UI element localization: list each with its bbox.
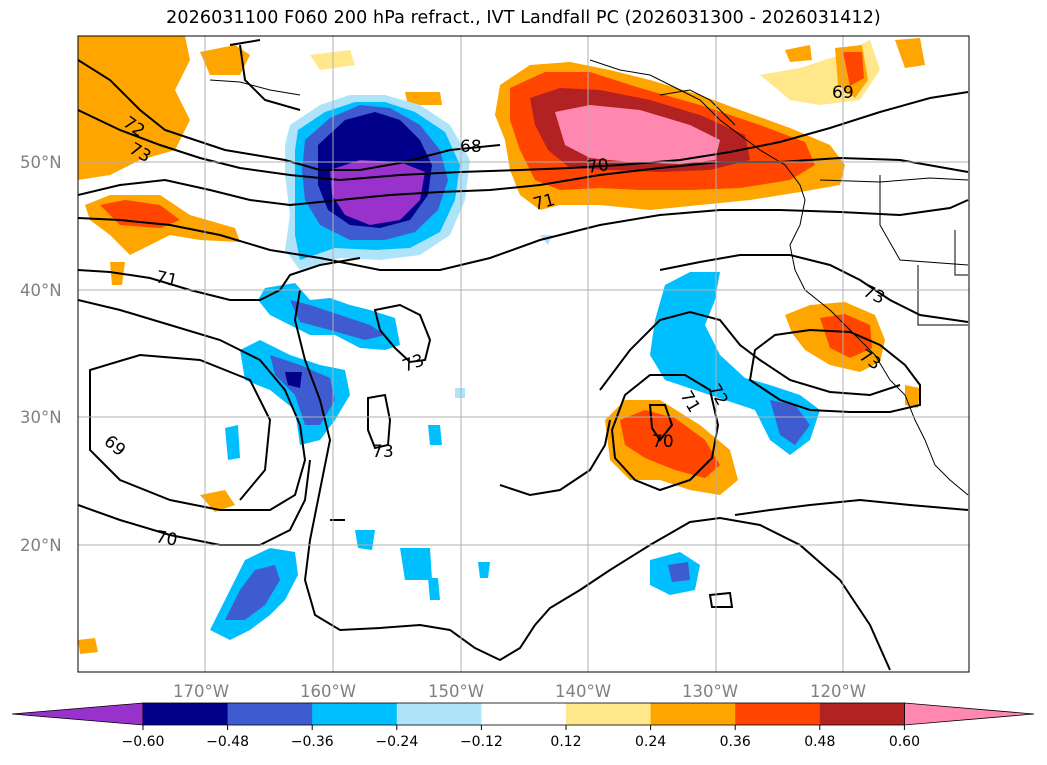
colorbar-tick-label: −0.12 — [460, 734, 503, 750]
colorbar-segment — [735, 703, 821, 725]
contour-label: 71 — [154, 267, 179, 291]
colorbar-segment — [143, 703, 229, 725]
colorbar-segment — [566, 703, 652, 725]
colorbar-tick-label: 0.48 — [804, 734, 835, 750]
colorbar-segment — [227, 703, 313, 725]
contour-label: 73 — [372, 442, 394, 462]
contour-label: 70 — [154, 527, 179, 550]
lon-label: 170°W — [173, 682, 229, 701]
colorbar-extend-max — [904, 702, 1035, 726]
colorbar-tick-label: 0.24 — [635, 734, 666, 750]
colorbar-extend-min — [11, 702, 144, 726]
map-frame — [77, 35, 970, 673]
colorbar-tick-label: −0.36 — [291, 734, 334, 750]
colorbar-segment — [481, 703, 567, 725]
latitude-labels: 50°N 40°N 30°N 20°N — [20, 153, 62, 555]
colorbar-tick-label: 0.36 — [720, 734, 751, 750]
colorbar-segment — [650, 703, 736, 725]
lat-label: 40°N — [20, 281, 62, 300]
colorbar-segment — [819, 703, 905, 725]
contour-label: 70 — [652, 432, 674, 452]
colorbar-tick-label: −0.60 — [122, 734, 165, 750]
contour-label: 68 — [460, 137, 482, 157]
lat-label: 30°N — [20, 408, 62, 427]
lon-label: 150°W — [428, 682, 484, 701]
lon-label: 120°W — [810, 682, 866, 701]
lat-label: 50°N — [20, 153, 62, 172]
lon-label: 140°W — [555, 682, 611, 701]
colorbar-tick-label: −0.24 — [375, 734, 418, 750]
lat-label: 20°N — [20, 536, 62, 555]
colorbar-tick-label: 0.12 — [550, 734, 581, 750]
contour-label: 69 — [832, 83, 854, 103]
negative-anomaly-fill — [210, 95, 820, 640]
colorbar-tick-label: −0.48 — [206, 734, 249, 750]
longitude-labels: 170°W 160°W 150°W 140°W 130°W 120°W — [173, 682, 866, 701]
colorbar-segment — [396, 703, 482, 725]
map-title: 2026031100 F060 200 hPa refract., IVT La… — [166, 8, 881, 28]
lon-label: 130°W — [682, 682, 738, 701]
colorbar-tick-label: 0.60 — [889, 734, 920, 750]
colorbar-frame — [142, 702, 905, 726]
contour-label: 70 — [586, 155, 610, 178]
coastline — [209, 59, 969, 496]
graticule — [78, 36, 969, 672]
lon-label: 160°W — [300, 682, 356, 701]
colorbar-segment — [312, 703, 398, 725]
